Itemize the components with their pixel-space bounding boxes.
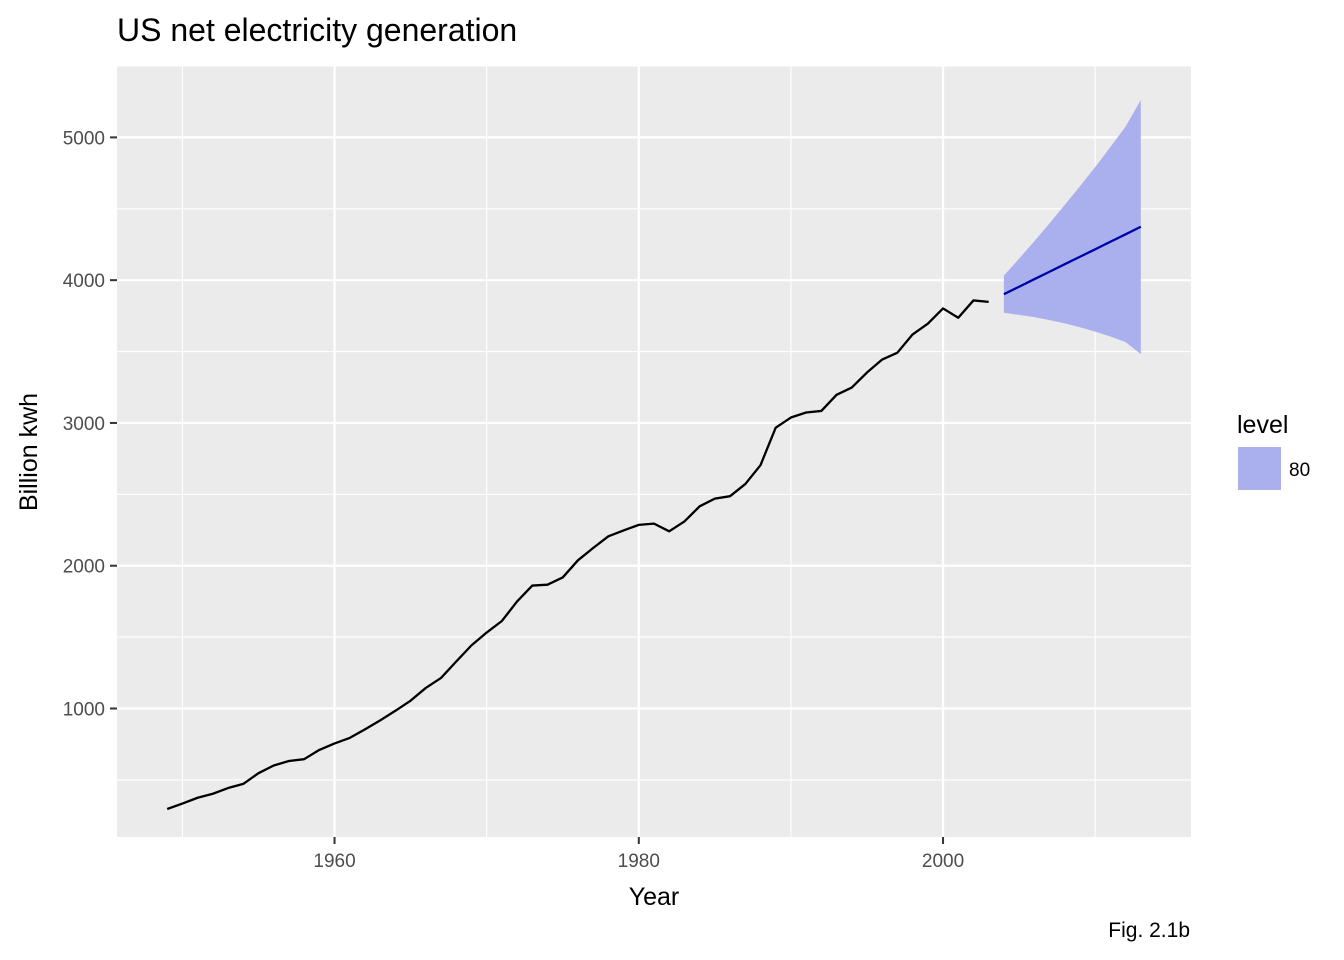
y-tick-label: 2000 <box>63 557 105 578</box>
legend-label-80: 80 <box>1289 460 1310 481</box>
prediction-interval-80 <box>1003 99 1141 355</box>
y-tick-label: 4000 <box>63 271 105 292</box>
axes: 1960 1980 2000 1000 2000 3000 4000 5000 <box>63 128 964 872</box>
chart-marks <box>166 99 1142 811</box>
legend: level 80 <box>1237 411 1310 490</box>
x-tick-label: 2000 <box>922 851 964 872</box>
x-tick-label: 1980 <box>618 851 660 872</box>
y-tick-label: 1000 <box>63 700 105 721</box>
plot-panel <box>117 66 1191 837</box>
chart-title: US net electricity generation <box>117 12 517 48</box>
forecast-mean-line <box>1003 225 1142 296</box>
legend-swatch-80 <box>1238 447 1281 490</box>
figure-caption: Fig. 2.1b <box>1108 919 1190 942</box>
y-tick-label: 5000 <box>63 128 105 149</box>
x-axis-title: Year <box>629 883 680 911</box>
y-tick-label: 3000 <box>63 414 105 435</box>
y-axis-title: Billion kwh <box>15 393 43 511</box>
minor-gridlines <box>117 65 1191 837</box>
x-tick-label: 1960 <box>313 851 355 872</box>
legend-title: level <box>1237 411 1288 439</box>
history-line <box>166 299 989 811</box>
major-gridlines <box>117 66 1191 837</box>
